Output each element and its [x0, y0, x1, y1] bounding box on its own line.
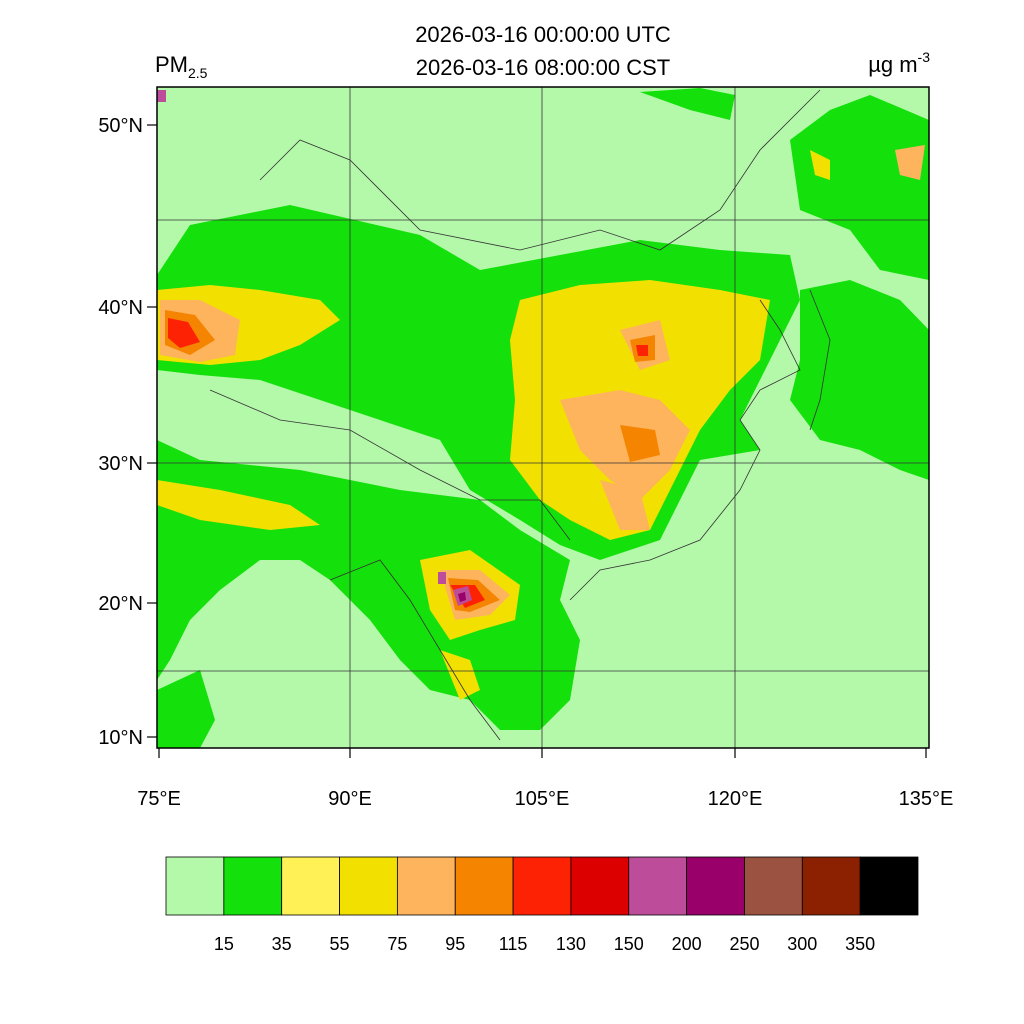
units-label: µg m-3	[868, 49, 930, 77]
title-utc: 2026-03-16 00:00:00 UTC	[415, 22, 671, 47]
colorbar-label: 200	[672, 934, 702, 954]
lat-label: 30°N	[98, 453, 143, 475]
lat-label: 40°N	[98, 297, 143, 319]
colorbar-box	[801, 856, 861, 916]
colorbar-box	[744, 856, 803, 916]
colorbar-box	[859, 856, 919, 916]
colorbar-label: 300	[787, 934, 817, 954]
graticule	[157, 87, 929, 748]
coastline	[329, 289, 831, 741]
axis-ticks: 50°N 40°N 30°N 20°N 10°N 75°E 90°E 105°E 120°E 13…	[98, 115, 953, 810]
units-main: µg m	[868, 52, 917, 77]
units-sup: -3	[918, 49, 931, 65]
lon-label: 75°E	[137, 788, 181, 810]
colorbar-box	[454, 856, 514, 916]
lon-label: 90°E	[328, 788, 372, 810]
colorbar-label: 130	[556, 934, 586, 954]
colorbar-label: 35	[272, 934, 292, 954]
pm-250	[458, 592, 466, 602]
title-cst: 2026-03-16 08:00:00 CST	[416, 55, 670, 80]
colorbar-box	[686, 856, 745, 916]
colorbar-label: 150	[614, 934, 644, 954]
variable-main: PM	[155, 52, 188, 77]
colorbar-label: 250	[729, 934, 759, 954]
lon-label: 120°E	[708, 788, 763, 810]
lat-label: 20°N	[98, 593, 143, 615]
lon-label: 135°E	[899, 788, 954, 810]
colorbar-box	[339, 856, 398, 916]
colorbar: 15 35 55 75 95 115 130 150 200 250 300 350	[165, 856, 919, 954]
colorbar-box	[512, 856, 572, 916]
colorbar-label: 350	[845, 934, 875, 954]
colorbar-box	[396, 856, 456, 916]
lat-label: 10°N	[98, 727, 143, 749]
colorbar-label: 95	[445, 934, 465, 954]
variable-sub: 2.5	[188, 65, 208, 81]
colorbar-box	[223, 856, 283, 916]
boundary	[209, 89, 821, 541]
colorbar-label: 55	[330, 934, 350, 954]
lat-label: 50°N	[98, 115, 143, 137]
map-frame	[156, 86, 930, 749]
lon-label: 105°E	[515, 788, 570, 810]
variable-label: PM2.5	[155, 52, 208, 81]
colorbar-box	[570, 856, 630, 916]
map-field	[157, 87, 929, 748]
colorbar-box	[165, 856, 225, 916]
colorbar-label: 75	[387, 934, 407, 954]
colorbar-box	[628, 856, 688, 916]
colorbar-label: 115	[499, 934, 528, 954]
colorbar-label: 15	[214, 934, 234, 954]
colorbar-box	[281, 856, 340, 916]
